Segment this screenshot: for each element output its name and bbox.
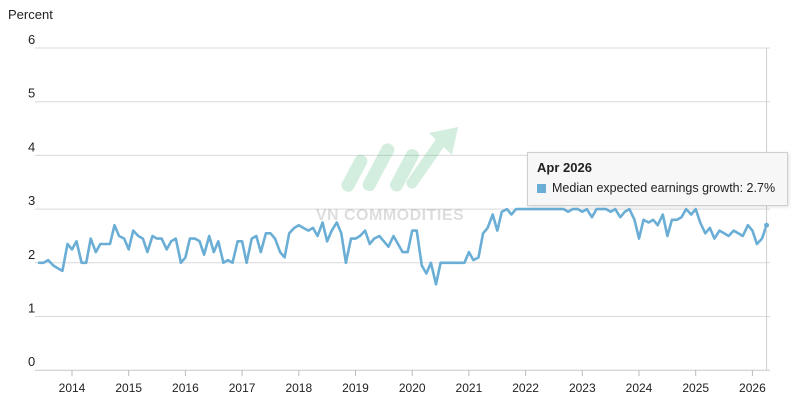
y-tick-label: 4 bbox=[28, 139, 35, 154]
x-tick-label: 2018 bbox=[285, 381, 312, 395]
x-tick-label: 2014 bbox=[59, 381, 86, 395]
x-tick-label: 2016 bbox=[172, 381, 199, 395]
y-axis-ticks: 0 1 2 3 4 5 6 bbox=[28, 32, 35, 369]
hover-point bbox=[764, 222, 770, 228]
series-layer bbox=[37, 207, 768, 286]
series-line bbox=[37, 207, 768, 286]
watermark-logo: VN COMMODITIES bbox=[300, 125, 480, 235]
y-axis-label: Percent bbox=[8, 7, 53, 22]
x-tick-label: 2020 bbox=[399, 381, 426, 395]
hover-layer bbox=[764, 48, 770, 370]
tooltip-row: Median expected earnings growth: 2.7% bbox=[537, 181, 778, 195]
y-tick-label: 1 bbox=[28, 301, 35, 316]
tooltip-value: Median expected earnings growth: 2.7% bbox=[552, 181, 776, 195]
series-swatch-icon bbox=[537, 183, 546, 193]
watermark-text: VN COMMODITIES bbox=[315, 207, 465, 224]
x-tick-label: 2024 bbox=[626, 381, 653, 395]
x-tick-label: 2019 bbox=[342, 381, 369, 395]
hover-tooltip: Apr 2026 Median expected earnings growth… bbox=[527, 152, 788, 206]
tooltip-title: Apr 2026 bbox=[537, 160, 592, 175]
x-tick-label: 2026 bbox=[739, 381, 766, 395]
y-tick-label: 6 bbox=[28, 32, 35, 47]
y-tick-label: 0 bbox=[28, 354, 35, 369]
y-tick-label: 3 bbox=[28, 193, 35, 208]
grid-lines bbox=[35, 47, 770, 371]
y-tick-label: 2 bbox=[28, 247, 35, 262]
x-tick-label: 2015 bbox=[115, 381, 142, 395]
x-tick-label: 2021 bbox=[456, 381, 483, 395]
x-tick-label: 2023 bbox=[569, 381, 596, 395]
x-tick-label: 2022 bbox=[512, 381, 539, 395]
y-tick-label: 5 bbox=[28, 86, 35, 101]
x-tick-label: 2017 bbox=[229, 381, 256, 395]
x-axis-ticks: 2014 2015 2016 2017 2018 2019 2020 2021 2022 2023… bbox=[59, 370, 766, 395]
x-tick-label: 2025 bbox=[682, 381, 709, 395]
watermark-arrow-icon bbox=[341, 127, 458, 192]
